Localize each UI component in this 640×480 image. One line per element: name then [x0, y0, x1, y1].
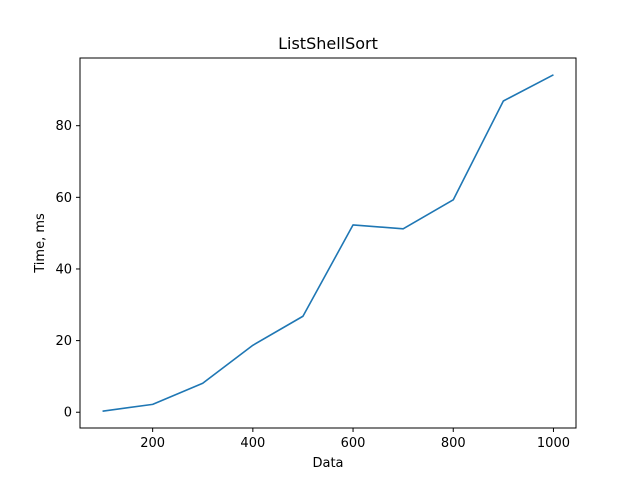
y-tick-label: 20 — [55, 334, 72, 349]
chart-title: ListShellSort — [278, 34, 378, 53]
plot-area — [79, 57, 577, 429]
y-tick-label: 80 — [55, 119, 72, 134]
x-tick-label: 400 — [240, 436, 265, 451]
series-line — [102, 74, 554, 412]
x-tick-label: 600 — [341, 436, 366, 451]
y-tick-label: 60 — [55, 191, 72, 206]
y-tick-label: 0 — [64, 406, 72, 421]
y-axis: 0 20 40 60 80 — [55, 119, 80, 421]
x-tick-label: 200 — [140, 436, 165, 451]
y-axis-label: Time, ms — [33, 213, 48, 274]
series-layer — [102, 74, 554, 412]
x-tick-label: 800 — [441, 436, 466, 451]
x-tick-label: 1000 — [537, 436, 570, 451]
x-axis-label: Data — [312, 456, 343, 471]
y-tick-label: 40 — [55, 262, 72, 277]
x-axis: 200 400 600 800 1000 — [140, 428, 570, 451]
